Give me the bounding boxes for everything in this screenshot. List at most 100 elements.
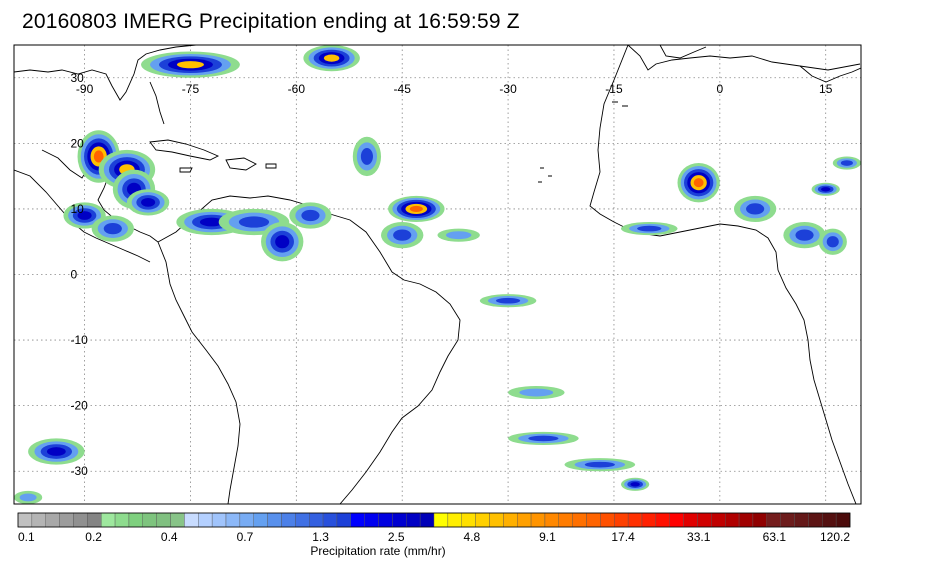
precipitation-field [14, 45, 861, 504]
colorbar-swatch [766, 512, 781, 528]
coastline-north-america [14, 45, 197, 101]
precip-cell [323, 54, 340, 62]
colorbar-tick-label: 0.2 [85, 530, 102, 544]
precip-cell [360, 148, 373, 165]
precip-cell [693, 178, 704, 188]
latitude-label: 10 [70, 202, 84, 216]
colorbar-swatch [530, 512, 546, 528]
coastline-west-africa [589, 45, 857, 504]
precip-cell [445, 231, 472, 240]
colorbar-swatches [17, 512, 851, 528]
precip-cell [528, 435, 559, 442]
colorbar-tick-label: 4.8 [463, 530, 480, 544]
latitude-label: -30 [70, 464, 88, 478]
colorbar-tick-label: 17.4 [611, 530, 635, 544]
colorbar-swatch [475, 512, 490, 528]
precip-cell [19, 493, 37, 502]
colorbar-swatch [170, 512, 185, 528]
colorbar-swatch [267, 512, 282, 528]
colorbar-swatch [794, 512, 809, 528]
coastline-central-america-pacific [14, 169, 151, 263]
colorbar-swatch [295, 512, 310, 528]
colorbar-swatch [822, 512, 837, 528]
colorbar-swatch [364, 512, 379, 528]
colorbar-tick-label: 63.1 [763, 530, 787, 544]
colorbar-swatch [87, 512, 102, 528]
coastline-south-america [157, 195, 461, 504]
colorbar-swatch [281, 512, 296, 528]
colorbar-swatch [572, 512, 587, 528]
colorbar-swatch [780, 512, 795, 528]
precip-cell [795, 229, 814, 241]
map-title: 20160803 IMERG Precipitation ending at 1… [22, 10, 520, 33]
colorbar-swatch [156, 512, 171, 528]
colorbar-tick-label: 2.5 [388, 530, 405, 544]
colorbar-swatch [17, 512, 33, 528]
colorbar-tick-labels: 0.1 0.2 0.4 0.7 1.3 2.5 4.8 9.1 17.4 33.1 63.1 120.… [18, 530, 850, 544]
precip-cell [637, 225, 662, 232]
latitude-label: 30 [70, 71, 84, 85]
colorbar-swatch [406, 512, 421, 528]
colorbar-border [17, 512, 851, 528]
precip-cell [821, 187, 831, 192]
colorbar-swatch [600, 512, 615, 528]
colorbar-tick-label: 0.7 [237, 530, 254, 544]
colorbar-swatch [59, 512, 74, 528]
longitude-label: -60 [288, 82, 306, 96]
precip-cell [301, 209, 320, 222]
precip-cell [746, 203, 765, 215]
coastline-mediterranean [799, 65, 861, 83]
colorbar-swatch [378, 512, 393, 528]
coastline-south-america-west [157, 241, 241, 504]
longitude-label: -45 [394, 82, 412, 96]
coastline-cape-verde [538, 167, 552, 183]
colorbar-swatch [198, 512, 213, 528]
colorbar-swatch [503, 512, 518, 528]
longitude-label: -15 [605, 82, 623, 96]
longitude-label: -75 [182, 82, 200, 96]
colorbar-swatch [808, 512, 823, 528]
colorbar-swatch [517, 512, 532, 528]
colorbar-swatch [697, 512, 712, 528]
colorbar-tick-label: 33.1 [687, 530, 711, 544]
colorbar-swatch [336, 512, 351, 528]
colorbar-swatch [752, 512, 768, 528]
precip-cell [275, 235, 290, 249]
colorbar-swatch [655, 512, 670, 528]
colorbar-swatch [419, 512, 435, 528]
colorbar-tick-label: 9.1 [539, 530, 556, 544]
colorbar-swatch [114, 512, 130, 528]
colorbar-tick-label: 0.4 [161, 530, 178, 544]
colorbar-swatch [461, 512, 476, 528]
precip-cell [840, 160, 853, 166]
precip-cell [103, 222, 122, 235]
colorbar-swatch [433, 512, 449, 528]
latitude-label: -10 [70, 333, 88, 347]
latitude-labels: 30 20 10 0 -10 -20 -30 [70, 71, 88, 478]
precip-cell [199, 217, 224, 227]
colorbar-swatch [544, 512, 560, 528]
map-border [13, 44, 862, 505]
coastline-iberia [659, 45, 707, 59]
longitude-label: -30 [499, 82, 517, 96]
coastline-canary [612, 101, 628, 107]
colorbar-swatch [184, 512, 199, 528]
coastline-florida [149, 81, 165, 125]
precip-cell [141, 198, 156, 207]
colorbar-swatch [738, 512, 754, 528]
longitude-labels: -90 -75 -60 -45 -30 -15 0 15 [76, 82, 833, 96]
colorbar-swatch [128, 512, 144, 528]
colorbar-swatch [100, 512, 116, 528]
colorbar-swatch [835, 512, 851, 528]
colorbar-swatch [725, 512, 740, 528]
colorbar-tick-label: 0.1 [18, 530, 35, 544]
colorbar-swatch [586, 512, 601, 528]
colorbar-swatch [669, 512, 684, 528]
colorbar-swatch [253, 512, 268, 528]
precip-cell [409, 205, 423, 212]
precip-cell [495, 297, 521, 304]
colorbar-label: Precipitation rate (mm/hr) [310, 544, 445, 558]
precip-cell [176, 61, 204, 69]
colorbar-tick-label: 120.2 [820, 530, 850, 544]
